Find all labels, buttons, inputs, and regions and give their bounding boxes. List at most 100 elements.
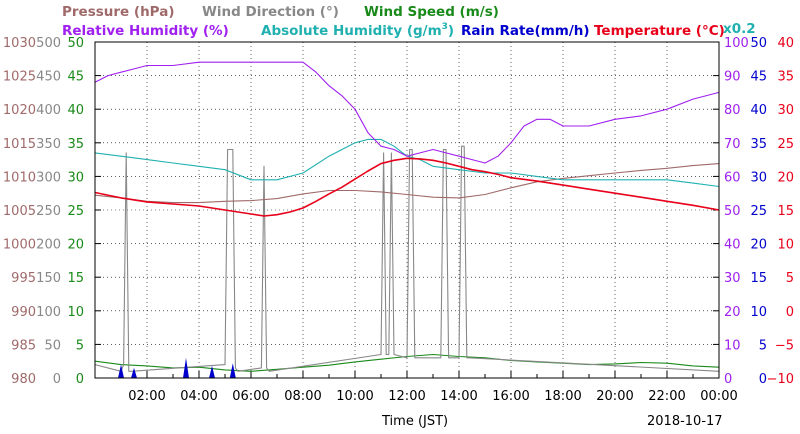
rain-rate-mark	[229, 363, 236, 378]
y-tick-pressure: 1015	[3, 137, 36, 152]
series-line-temperature-c	[94, 157, 720, 217]
y-tick-wind-speed: 45	[67, 70, 84, 85]
y-tick-wind-direction: 100	[36, 305, 61, 320]
y-tick-wind-direction: 500	[36, 36, 61, 51]
y-tick-wind-direction: 450	[36, 70, 61, 85]
legend-scale-note: x0.2	[723, 21, 756, 37]
date-label: 2018-10-17	[647, 414, 723, 429]
legend-wind-direction: Wind Direction (°)	[202, 4, 339, 20]
y-tick-pressure: 990	[11, 305, 36, 320]
y-tick-rain-rate: 0	[759, 372, 767, 387]
y-tick-wind-direction: 300	[36, 170, 61, 185]
legend-relative-humidity: Relative Humidity (%)	[62, 23, 229, 39]
plot-frame	[94, 41, 720, 379]
y-tick-wind-speed: 0	[76, 372, 84, 387]
y-tick-rain-rate: 50	[750, 36, 767, 51]
y-tick-pressure: 1030	[3, 36, 36, 51]
y-tick-temperature: 0	[786, 305, 794, 320]
x-axis-label: Time (JST)	[381, 414, 448, 429]
x-tick-label: 16:00	[492, 389, 529, 404]
rain-rate-mark	[131, 367, 137, 378]
y-tick-wind-speed: 40	[67, 103, 84, 118]
y-axes: 1030102510201015101010051000995990985980…	[3, 36, 794, 387]
y-tick-temperature: 15	[777, 204, 794, 219]
y-tick-wind-speed: 50	[67, 36, 84, 51]
y-tick-wind-direction: 200	[36, 238, 61, 253]
y-tick-wind-direction: 400	[36, 103, 61, 118]
series-line-relative-humidity	[94, 61, 720, 164]
y-tick-wind-speed: 10	[67, 305, 84, 320]
grid	[95, 42, 719, 378]
y-tick-relative-humidity: 50	[724, 204, 741, 219]
y-tick-wind-direction: 150	[36, 271, 61, 286]
y-tick-rain-rate: 45	[750, 70, 767, 85]
y-tick-relative-humidity: 80	[724, 103, 741, 118]
y-tick-wind-speed: 30	[67, 170, 84, 185]
x-tick-label: 18:00	[544, 389, 581, 404]
y-tick-relative-humidity: 90	[724, 70, 741, 85]
series-line-absolute-humidity-g-m3	[94, 138, 720, 188]
series-line-wind-direction	[94, 145, 720, 372]
legend-absolute-humidity-close: )	[448, 23, 454, 39]
legend-absolute-humidity: Absolute Humidity (g/m3)	[261, 22, 454, 39]
y-tick-rain-rate: 40	[750, 103, 767, 118]
y-tick-pressure: 980	[11, 372, 36, 387]
legend-pressure: Pressure (hPa)	[62, 4, 175, 20]
y-tick-pressure: 1005	[3, 204, 36, 219]
y-tick-temperature: 10	[777, 238, 794, 253]
series-layer	[94, 61, 720, 378]
y-tick-pressure: 1010	[3, 170, 36, 185]
y-tick-rain-rate: 20	[750, 238, 767, 253]
rain-rate-mark	[118, 364, 124, 378]
x-tick-label: 06:00	[232, 389, 269, 404]
x-axis: 02:00 04:00 06:00 08:00 10:00 12:00 14:00 16:00…	[120, 371, 738, 404]
y-tick-wind-direction: 350	[36, 137, 61, 152]
series-line-pressure-hpa	[94, 163, 720, 204]
y-tick-temperature: −10	[767, 372, 794, 387]
y-tick-wind-speed: 5	[76, 338, 84, 353]
y-tick-wind-direction: 250	[36, 204, 61, 219]
y-tick-temperature: 40	[777, 36, 794, 51]
x-tick-label: 22:00	[648, 389, 685, 404]
y-tick-temperature: 5	[786, 271, 794, 286]
legend-temperature: Temperature (°C)	[594, 23, 725, 39]
legend-absolute-humidity-sup: 3	[442, 22, 448, 32]
rain-rate-mark	[209, 365, 215, 378]
y-tick-rain-rate: 10	[750, 305, 767, 320]
y-tick-relative-humidity: 70	[724, 137, 741, 152]
y-tick-pressure: 995	[11, 271, 36, 286]
y-tick-temperature: 25	[777, 137, 794, 152]
y-tick-temperature: 20	[777, 170, 794, 185]
y-tick-rain-rate: 15	[750, 271, 767, 286]
x-tick-label: 04:00	[180, 389, 217, 404]
y-tick-pressure: 985	[11, 338, 36, 353]
y-tick-pressure: 1000	[3, 238, 36, 253]
y-tick-relative-humidity: 20	[724, 305, 741, 320]
y-tick-pressure: 1020	[3, 103, 36, 118]
y-tick-rain-rate: 25	[750, 204, 767, 219]
x-tick-label: 00:00	[700, 389, 737, 404]
legend-absolute-humidity-label: Absolute Humidity (g/m	[261, 23, 442, 39]
y-tick-relative-humidity: 40	[724, 238, 741, 253]
y-tick-wind-speed: 15	[67, 271, 84, 286]
y-tick-wind-speed: 35	[67, 137, 84, 152]
x-tick-label: 02:00	[128, 389, 165, 404]
legend-rain-rate: Rain Rate(mm/h)	[461, 23, 590, 39]
rain-rate-mark	[183, 357, 189, 378]
y-tick-relative-humidity: 60	[724, 170, 741, 185]
y-tick-wind-speed: 25	[67, 204, 84, 219]
y-tick-rain-rate: 35	[750, 137, 767, 152]
y-tick-wind-direction: 50	[44, 338, 61, 353]
x-tick-label: 20:00	[596, 389, 633, 404]
y-tick-wind-direction: 0	[53, 372, 61, 387]
y-tick-temperature: −5	[775, 338, 794, 353]
x-tick-label: 14:00	[440, 389, 477, 404]
x-tick-label: 08:00	[284, 389, 321, 404]
y-tick-temperature: 35	[777, 70, 794, 85]
y-tick-rain-rate: 30	[750, 170, 767, 185]
y-tick-relative-humidity: 100	[724, 36, 749, 51]
x-tick-label: 10:00	[336, 389, 373, 404]
x-tick-label: 12:00	[388, 389, 425, 404]
y-tick-wind-speed: 20	[67, 238, 84, 253]
